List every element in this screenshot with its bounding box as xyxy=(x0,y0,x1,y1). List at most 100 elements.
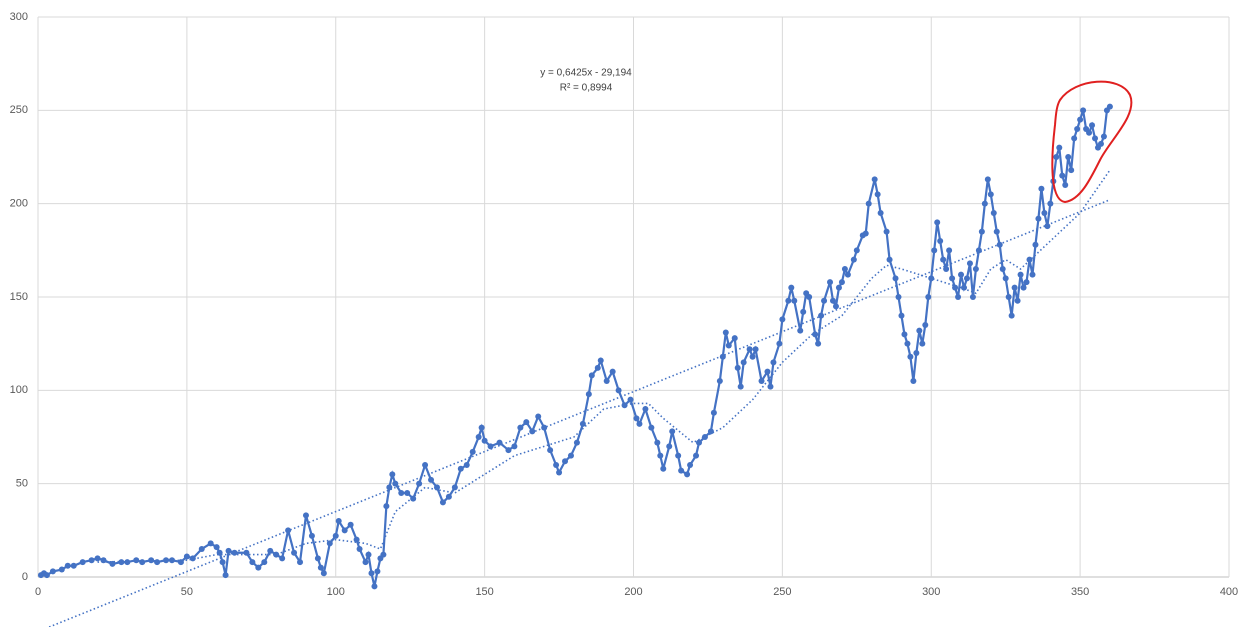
data-point xyxy=(835,284,842,291)
data-point xyxy=(1014,297,1021,304)
y-tick-label: 100 xyxy=(10,384,28,396)
data-point xyxy=(562,458,569,465)
data-point xyxy=(505,447,512,454)
data-point xyxy=(916,327,923,334)
data-point xyxy=(1065,154,1072,160)
data-point xyxy=(883,228,890,235)
data-point xyxy=(949,275,956,282)
x-tick-label: 250 xyxy=(773,586,791,598)
data-point xyxy=(70,562,77,569)
data-point xyxy=(1100,133,1107,140)
data-point xyxy=(243,549,250,556)
data-point xyxy=(946,247,953,254)
data-point xyxy=(862,230,869,237)
data-point xyxy=(523,419,530,426)
data-point xyxy=(255,564,262,571)
data-point xyxy=(693,452,700,459)
data-point xyxy=(88,557,95,564)
data-point xyxy=(1044,223,1051,230)
data-point xyxy=(678,467,685,474)
data-point xyxy=(832,303,839,310)
data-point xyxy=(362,559,369,566)
data-point xyxy=(740,359,747,366)
trend-line xyxy=(47,198,1111,627)
data-point xyxy=(901,331,908,338)
data-point xyxy=(148,557,155,564)
data-point xyxy=(725,342,732,349)
data-point xyxy=(585,391,592,398)
data-point xyxy=(297,559,304,566)
data-point xyxy=(353,536,360,543)
data-point xyxy=(341,527,348,534)
data-point xyxy=(302,512,309,519)
data-point xyxy=(1002,275,1009,282)
data-point xyxy=(981,200,988,207)
data-point xyxy=(984,176,991,183)
trend-line xyxy=(97,169,1111,563)
data-point xyxy=(567,452,574,459)
data-point xyxy=(919,340,926,347)
data-point xyxy=(410,495,417,502)
data-point xyxy=(1053,154,1060,160)
data-point xyxy=(654,439,661,446)
data-point xyxy=(249,559,256,566)
data-point xyxy=(865,200,872,207)
data-point xyxy=(1089,122,1096,129)
data-point xyxy=(183,553,190,560)
data-point xyxy=(752,346,759,353)
data-point xyxy=(49,568,56,575)
data-point xyxy=(838,279,845,286)
data-point xyxy=(675,452,682,459)
data-point xyxy=(422,462,429,468)
data-point xyxy=(1008,312,1015,319)
data-point xyxy=(660,465,667,472)
data-point xyxy=(791,297,798,304)
data-point xyxy=(356,546,363,552)
data-point xyxy=(58,566,65,573)
data-point xyxy=(445,493,452,500)
data-point xyxy=(517,424,524,431)
data-point xyxy=(320,570,327,577)
data-point xyxy=(776,340,783,347)
data-point xyxy=(636,420,643,427)
data-point xyxy=(291,549,298,556)
data-point xyxy=(1017,271,1024,278)
data-point xyxy=(1074,126,1081,132)
data-point xyxy=(439,499,446,506)
data-point xyxy=(267,547,274,554)
data-point xyxy=(392,480,399,487)
data-point xyxy=(365,551,372,558)
data-point xyxy=(657,452,664,459)
y-tick-label: 150 xyxy=(10,291,28,303)
data-point xyxy=(219,559,226,566)
data-point xyxy=(541,424,548,431)
data-point xyxy=(999,266,1006,272)
highlight-circle xyxy=(1051,80,1133,204)
data-point xyxy=(975,247,982,254)
data-point xyxy=(308,532,315,539)
data-point xyxy=(910,378,917,384)
data-point xyxy=(213,544,220,551)
data-point xyxy=(478,424,485,431)
data-point xyxy=(332,532,339,539)
data-point xyxy=(279,555,286,562)
data-point xyxy=(1068,167,1075,174)
data-point xyxy=(1005,294,1012,300)
data-point xyxy=(556,469,563,476)
data-point xyxy=(943,266,950,272)
data-point xyxy=(1026,256,1033,263)
data-point xyxy=(707,428,714,435)
data-point xyxy=(94,555,101,562)
data-point xyxy=(1020,284,1027,291)
data-point xyxy=(821,297,828,304)
data-point xyxy=(722,329,729,336)
data-point xyxy=(273,551,280,558)
y-tick-label: 0 xyxy=(22,571,28,583)
data-point xyxy=(222,572,229,579)
data-point xyxy=(207,540,214,547)
data-point xyxy=(687,462,694,468)
data-point xyxy=(746,346,753,353)
y-tick-label: 250 xyxy=(10,104,28,116)
data-point xyxy=(64,562,71,569)
